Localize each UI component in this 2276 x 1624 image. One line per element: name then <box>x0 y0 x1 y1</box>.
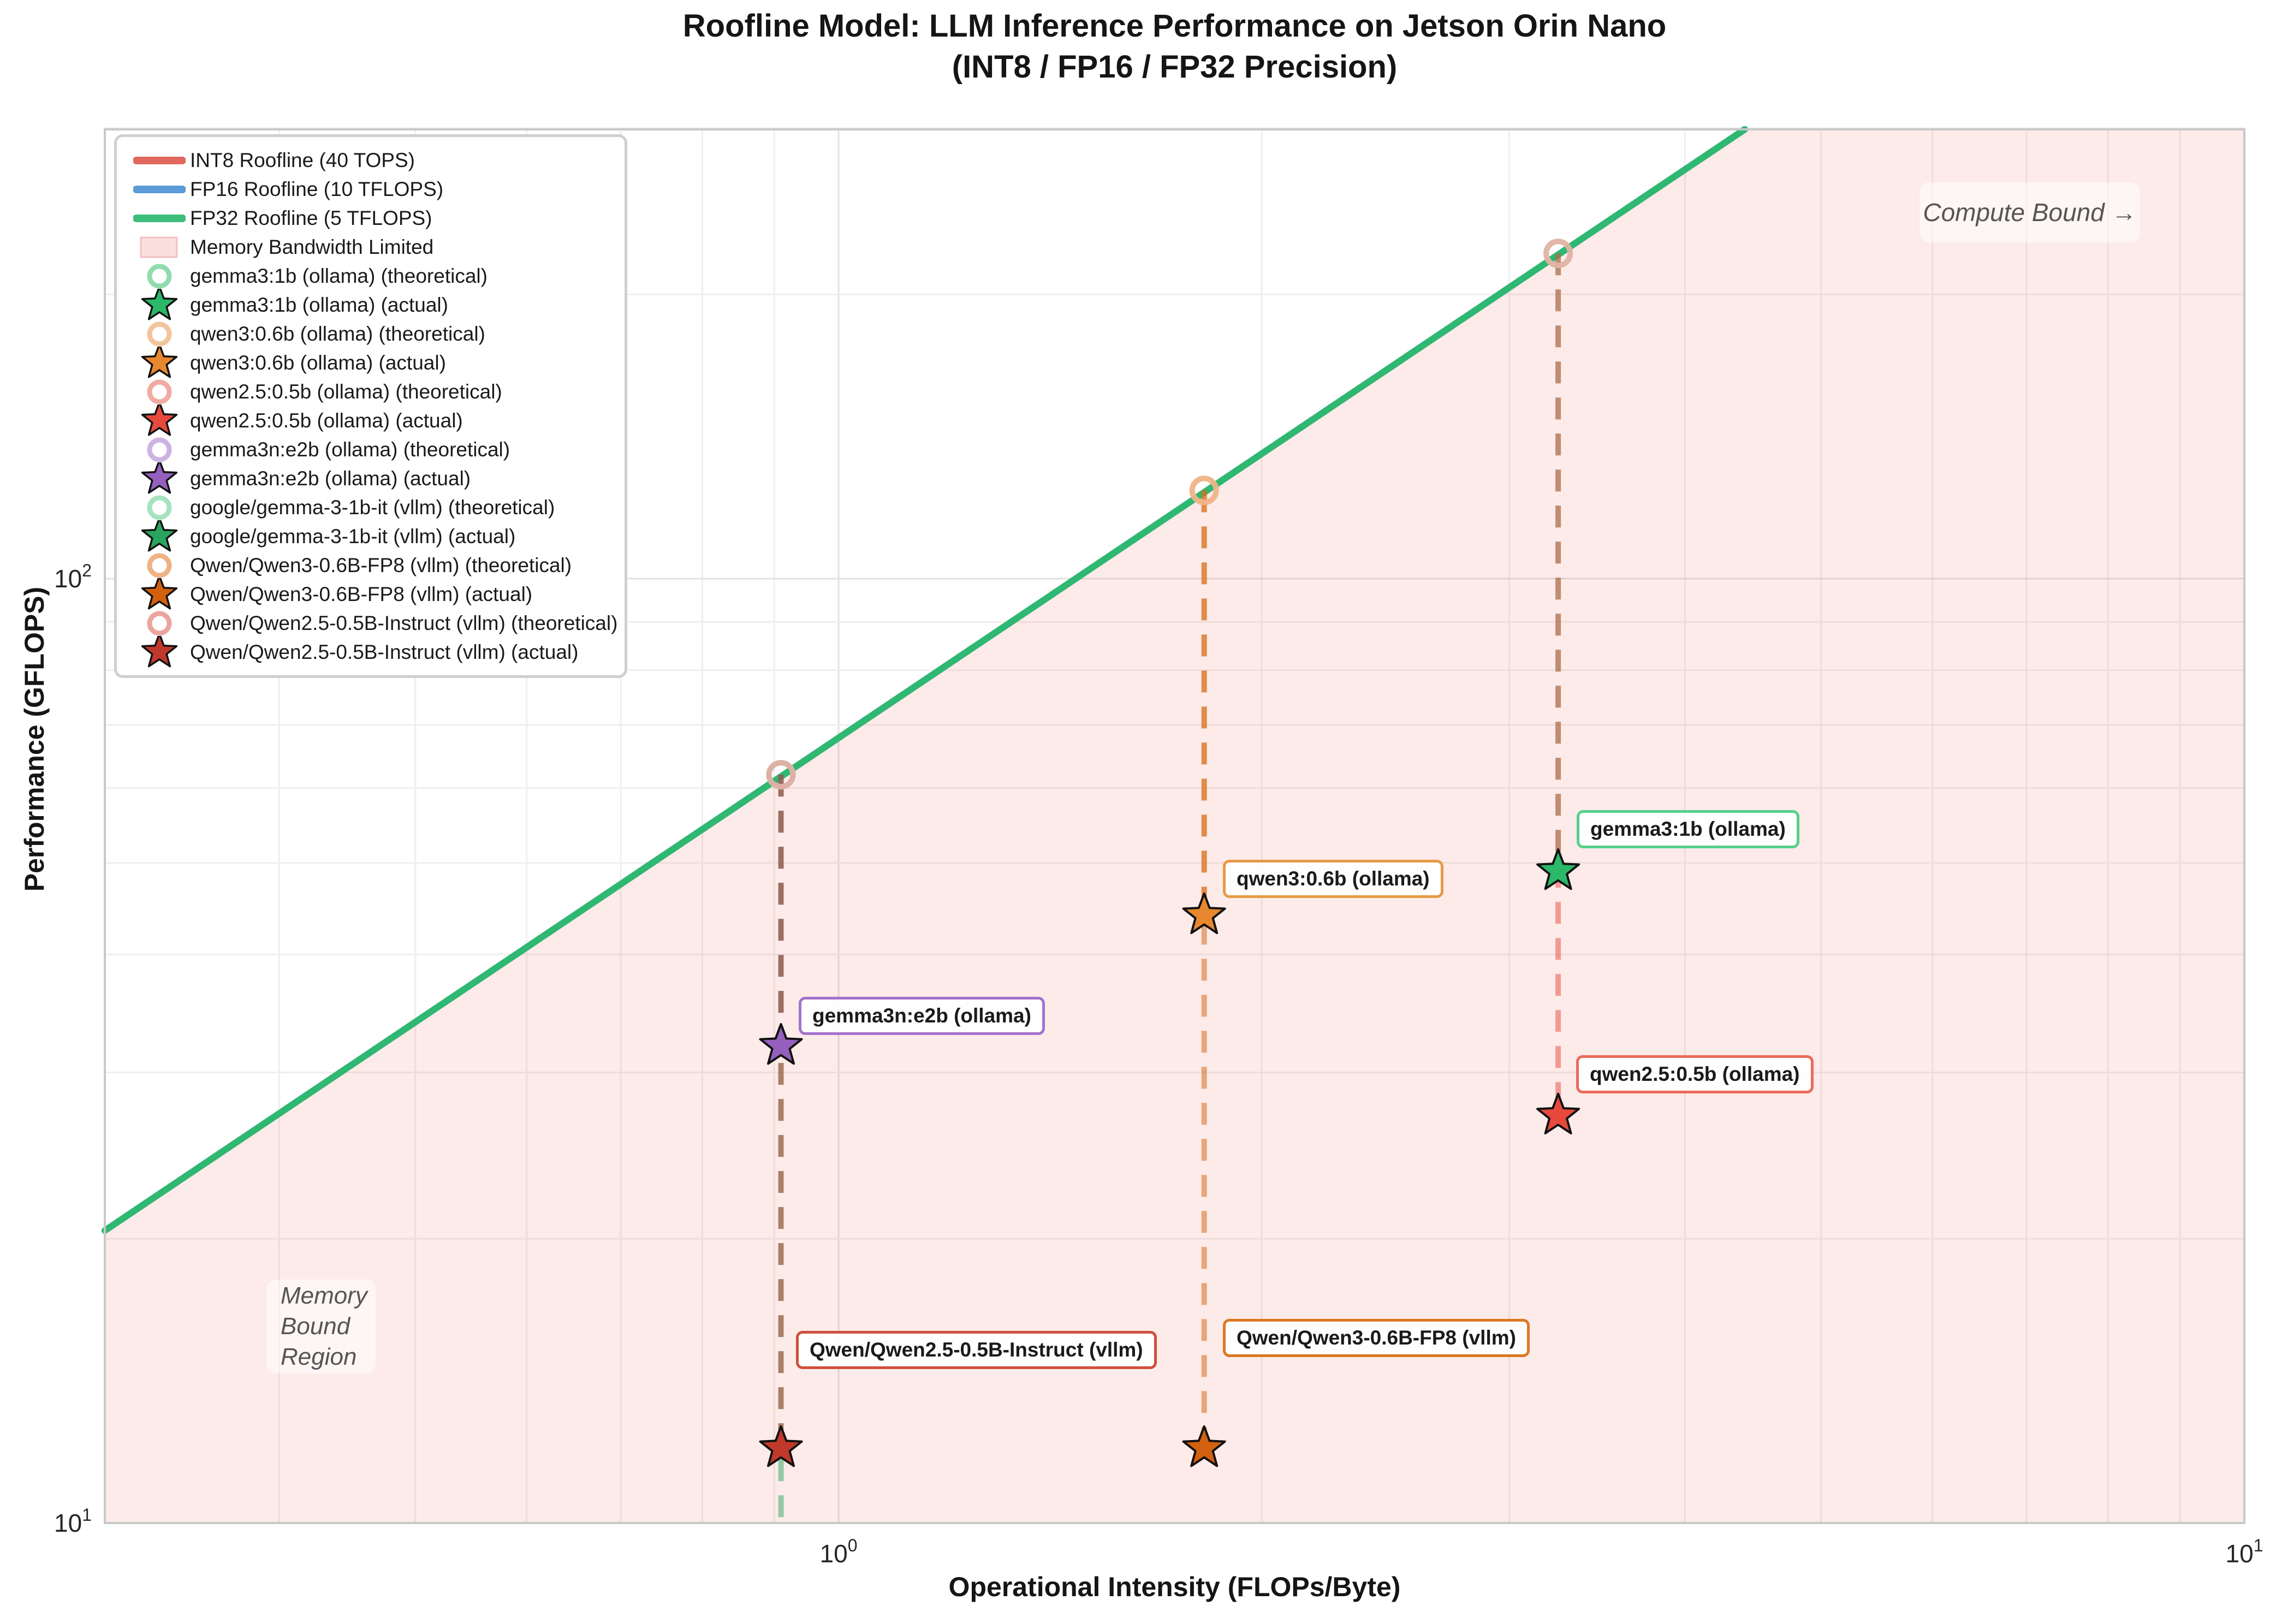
y-tick-label: 101 <box>54 1505 92 1537</box>
memory-bandwidth-region <box>105 129 2244 1523</box>
actual-marker-star <box>759 1425 803 1467</box>
legend-item: FP16 Roofline (10 TFLOPS) <box>129 175 613 204</box>
legend-line-swatch <box>133 157 186 164</box>
legend-item-label: Memory Bandwidth Limited <box>190 235 434 258</box>
theoretical-marker <box>1543 239 1573 269</box>
legend-item: Qwen/Qwen3-0.6B-FP8 (vllm) (actual) <box>129 578 613 609</box>
memory-bound-annotation: Memory Bound Region <box>266 1280 376 1373</box>
legend-circle-marker <box>147 379 172 404</box>
model-annotation-label: Qwen/Qwen2.5-0.5B-Instruct (vllm) <box>796 1331 1157 1369</box>
legend-star-marker <box>141 404 178 436</box>
legend-item: gemma3n:e2b (ollama) (theoretical) <box>129 435 613 464</box>
legend-item: qwen3:0.6b (ollama) (actual) <box>129 346 613 378</box>
legend-star-marker <box>141 578 178 609</box>
chart-title-line2: (INT8 / FP16 / FP32 Precision) <box>952 49 1398 85</box>
model-annotation-label: qwen2.5:0.5b (ollama) <box>1576 1055 1814 1093</box>
x-tick-label: 101 <box>2226 1536 2263 1568</box>
legend-item-label: Qwen/Qwen2.5-0.5B-Instruct (vllm) (theor… <box>190 611 618 634</box>
actual-marker-star <box>1182 1425 1226 1467</box>
legend-circle-marker <box>147 437 172 462</box>
model-annotation-label: qwen3:0.6b (ollama) <box>1223 860 1443 898</box>
x-tick-label: 100 <box>820 1536 858 1568</box>
plot-spines <box>104 128 2245 1524</box>
actual-marker-star <box>1182 892 1226 935</box>
legend-item: Memory Bandwidth Limited <box>129 233 613 261</box>
legend-circle-marker <box>147 322 172 347</box>
theoretical-marker <box>1189 475 1219 505</box>
legend-item-label: gemma3:1b (ollama) (actual) <box>190 293 448 316</box>
legend-item: Qwen/Qwen2.5-0.5B-Instruct (vllm) (theor… <box>129 609 617 638</box>
legend-line-swatch <box>133 215 186 222</box>
legend-star-marker <box>141 462 178 493</box>
legend-star-marker <box>141 635 178 667</box>
legend-item: Qwen/Qwen3-0.6B-FP8 (vllm) (theoretical) <box>129 551 613 580</box>
model-annotation-label: Qwen/Qwen3-0.6B-FP8 (vllm) <box>1223 1319 1530 1357</box>
legend-circle-marker <box>147 553 172 578</box>
legend-circle-marker <box>147 264 172 289</box>
y-tick-label: 102 <box>54 561 92 593</box>
legend-line-swatch <box>133 186 186 193</box>
legend-item-label: qwen2.5:0.5b (ollama) (theoretical) <box>190 380 502 403</box>
legend-item: INT8 Roofline (40 TOPS) <box>129 146 613 175</box>
legend-item: qwen3:0.6b (ollama) (theoretical) <box>129 319 613 348</box>
model-annotation-label: gemma3n:e2b (ollama) <box>799 997 1045 1035</box>
legend-item-label: INT8 Roofline (40 TOPS) <box>190 148 415 171</box>
roofline-3 <box>102 126 1748 1234</box>
legend-circle-marker <box>147 611 172 636</box>
legend-star-marker <box>141 520 178 551</box>
legend-item-label: qwen3:0.6b (ollama) (theoretical) <box>190 322 485 345</box>
legend-item-label: FP32 Roofline (5 TFLOPS) <box>190 206 432 229</box>
legend-item-label: gemma3:1b (ollama) (theoretical) <box>190 264 488 287</box>
legend-item-label: gemma3n:e2b (ollama) (actual) <box>190 467 471 490</box>
legend-item: gemma3n:e2b (ollama) (actual) <box>129 462 613 493</box>
legend-item-label: qwen3:0.6b (ollama) (actual) <box>190 351 446 374</box>
chart-title-line1: Roofline Model: LLM Inference Performanc… <box>682 8 1667 44</box>
legend-item-label: gemma3n:e2b (ollama) (theoretical) <box>190 438 510 461</box>
y-axis-label: Performance (GFLOPS) <box>19 586 50 892</box>
legend-item-label: google/gemma-3-1b-it (vllm) (actual) <box>190 525 516 548</box>
legend-star-marker <box>141 346 178 378</box>
model-annotation-label: gemma3:1b (ollama) <box>1577 810 1799 848</box>
legend-item-label: Qwen/Qwen2.5-0.5B-Instruct (vllm) (actua… <box>190 640 579 663</box>
legend-item: google/gemma-3-1b-it (vllm) (actual) <box>129 520 613 551</box>
legend-item: qwen2.5:0.5b (ollama) (theoretical) <box>129 377 613 406</box>
legend-item: gemma3:1b (ollama) (theoretical) <box>129 261 613 290</box>
legend-star-marker <box>141 288 178 320</box>
legend-item-label: qwen2.5:0.5b (ollama) (actual) <box>190 409 463 432</box>
legend-item-label: google/gemma-3-1b-it (vllm) (theoretical… <box>190 496 555 519</box>
actual-marker-star <box>759 1023 803 1065</box>
compute-bound-annotation: Compute Bound → <box>1920 182 2140 242</box>
legend-item-label: FP16 Roofline (10 TFLOPS) <box>190 177 444 200</box>
theoretical-marker <box>766 760 796 790</box>
legend-item: google/gemma-3-1b-it (vllm) (theoretical… <box>129 493 613 522</box>
legend-item: qwen2.5:0.5b (ollama) (actual) <box>129 404 613 436</box>
legend-item-label: Qwen/Qwen3-0.6B-FP8 (vllm) (actual) <box>190 582 533 605</box>
legend-item: gemma3:1b (ollama) (actual) <box>129 288 613 320</box>
legend-item-label: Qwen/Qwen3-0.6B-FP8 (vllm) (theoretical) <box>190 554 572 576</box>
x-axis-label: Operational Intensity (FLOPs/Byte) <box>948 1572 1401 1602</box>
actual-marker-star <box>1536 848 1580 890</box>
chart-title: Roofline Model: LLM Inference Performanc… <box>105 5 2244 87</box>
actual-marker-star <box>1536 1092 1580 1135</box>
legend: INT8 Roofline (40 TOPS) FP16 Roofline (10… <box>114 134 627 678</box>
legend-item: Qwen/Qwen2.5-0.5B-Instruct (vllm) (actua… <box>129 635 613 667</box>
legend-circle-marker <box>147 495 172 520</box>
legend-patch-swatch <box>140 236 178 258</box>
legend-item: FP32 Roofline (5 TFLOPS) <box>129 204 613 233</box>
